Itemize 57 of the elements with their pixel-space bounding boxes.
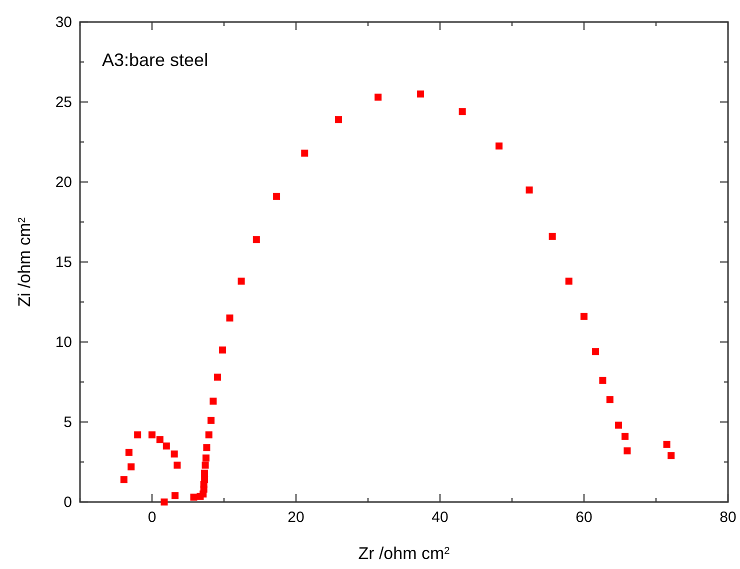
point [201,470,208,477]
x-tick-label: 20 [288,509,304,526]
point [526,186,533,194]
point [205,431,212,438]
point [496,142,503,150]
point [565,278,572,285]
y-tick-label: 15 [55,254,72,271]
point [615,422,622,429]
x-tick-label: 80 [720,509,736,526]
point [202,454,210,462]
point [202,462,209,469]
point [580,312,588,320]
point [458,108,466,116]
point [226,314,234,322]
point [374,94,382,101]
point [214,374,222,381]
point [120,476,128,484]
point [134,431,142,438]
point [203,444,210,452]
point [170,450,178,458]
point [606,396,614,404]
point [238,278,245,285]
x-axis-title: Zr /ohm cm$^{2}$ [358,544,450,563]
point [125,448,132,456]
y-tick-label: 25 [55,94,72,111]
point [208,416,215,424]
point [592,348,600,356]
point [301,150,308,157]
y-tick-label: 10 [55,334,72,351]
point [417,90,424,98]
annotation: A3:bare steel [102,50,208,70]
point [668,452,675,460]
point [174,462,181,469]
point [334,116,342,124]
point [624,447,631,454]
point [160,498,168,506]
point [128,463,135,470]
y-tick-label: 0 [64,494,72,511]
point [210,398,217,405]
point [663,440,670,448]
point [148,431,156,438]
point [599,376,606,384]
point [548,232,556,240]
point [622,432,629,440]
y-tick-label: 5 [64,414,72,431]
point [172,492,179,500]
x-tick-label: 40 [432,509,448,526]
x-tick-label: 60 [576,509,592,526]
x-tick-label: 0 [148,509,156,526]
y-tick-label: 20 [55,174,72,191]
y-tick-label: 30 [55,14,72,31]
point [273,192,280,200]
point [162,442,170,450]
point [252,236,260,244]
point [219,346,226,354]
point [201,476,208,484]
point [156,436,164,444]
